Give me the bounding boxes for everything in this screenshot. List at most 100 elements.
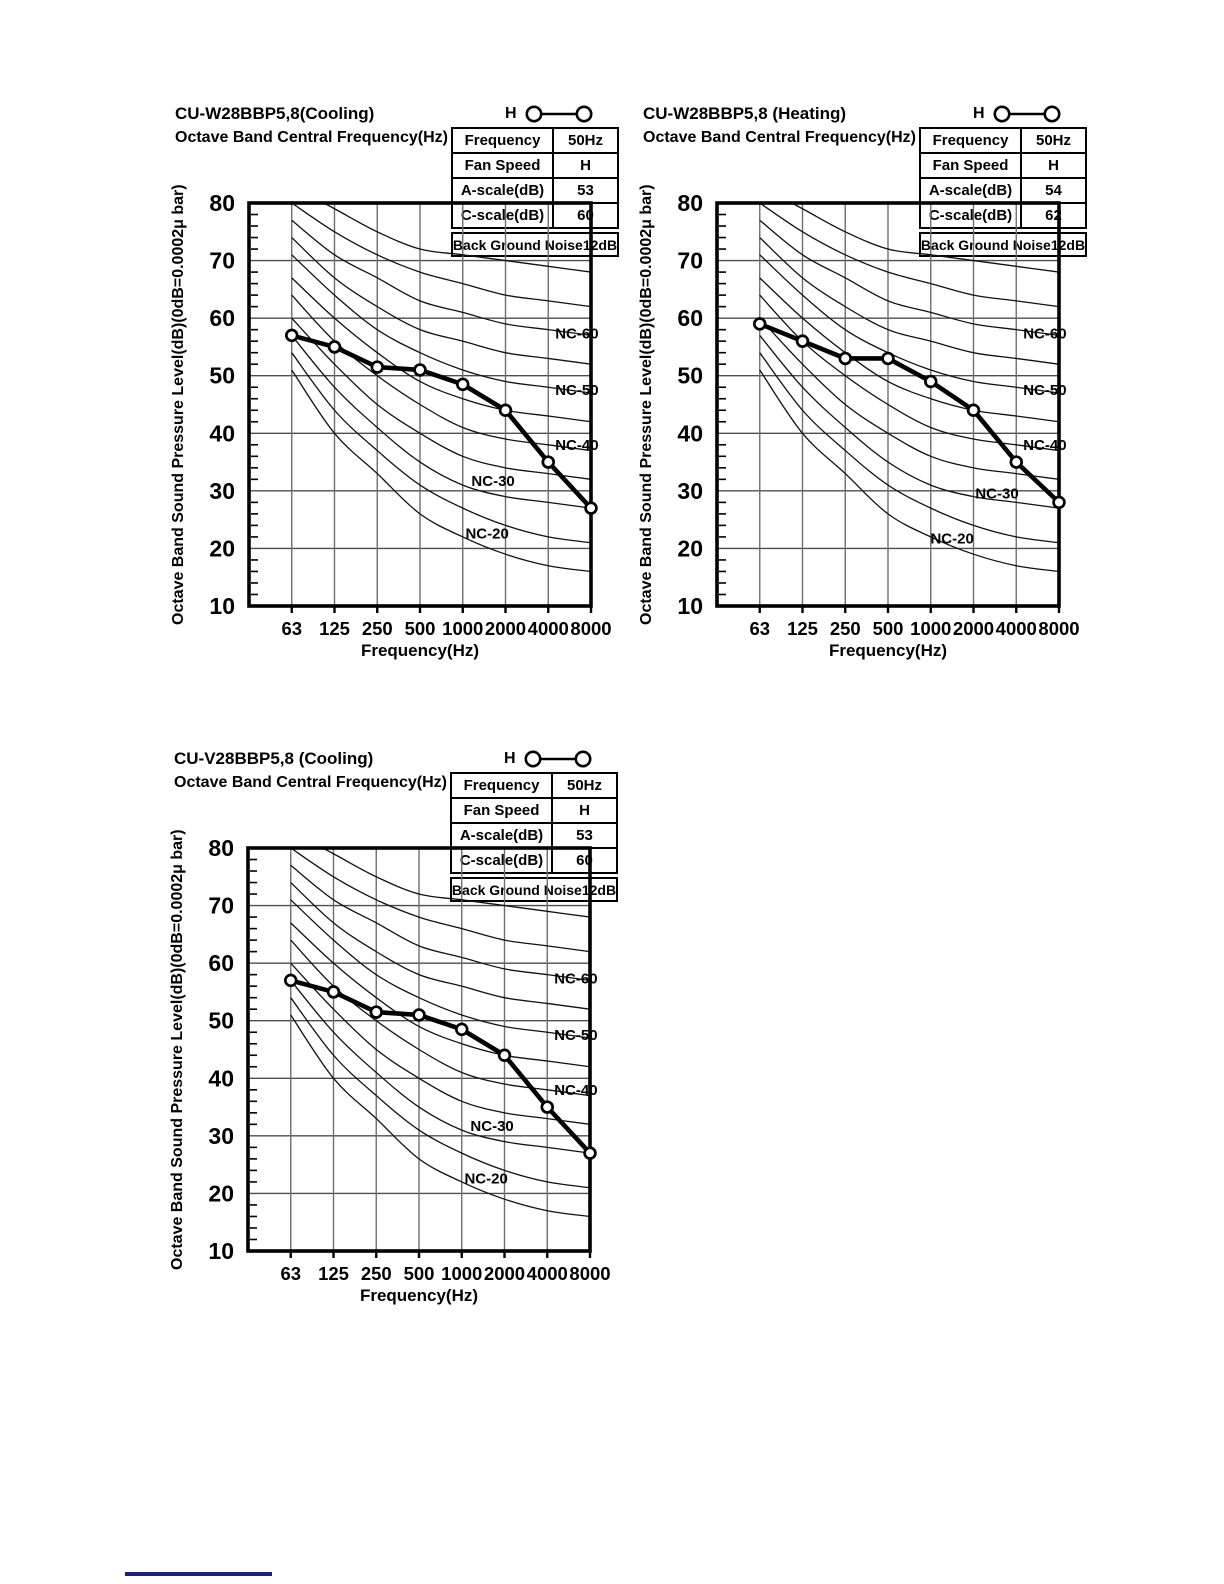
spec-value: 53 xyxy=(577,182,594,199)
spec-value: H xyxy=(580,157,591,174)
spec-label: Fan Speed xyxy=(452,799,553,822)
legend-series-label: H xyxy=(505,105,517,122)
spec-label: C-scale(dB) xyxy=(452,849,553,872)
svg-text:4000: 4000 xyxy=(527,1263,568,1284)
legend: H xyxy=(504,748,592,770)
svg-text:4000: 4000 xyxy=(528,618,569,639)
svg-text:10: 10 xyxy=(677,593,703,619)
series-markers xyxy=(752,317,1066,510)
svg-text:NC-40: NC-40 xyxy=(555,437,598,454)
x-ticks xyxy=(289,1252,592,1258)
svg-text:2000: 2000 xyxy=(953,618,994,639)
svg-text:80: 80 xyxy=(208,835,234,861)
spec-row: Fan Speed H xyxy=(453,154,617,179)
nc-curve-labels: NC-60 NC-50 NC-40 NC-30 NC-20 xyxy=(464,971,597,1188)
chart-subtitle: Octave Band Central Frequency(Hz) xyxy=(643,129,916,146)
svg-text:NC-50: NC-50 xyxy=(1023,382,1066,399)
svg-text:40: 40 xyxy=(208,1065,234,1091)
svg-text:NC-40: NC-40 xyxy=(554,1082,597,1099)
svg-text:NC-20: NC-20 xyxy=(930,531,973,548)
spec-value: 53 xyxy=(576,827,593,844)
svg-text:63: 63 xyxy=(281,618,302,639)
chart-title: CU-V28BBP5,8 (Cooling) xyxy=(174,749,374,768)
nc-curve-NC-20 xyxy=(290,1014,590,1218)
noise-plot: NC-60 NC-50 NC-40 NC-30 NC-20 80 70 60 50 40 30 20 1… xyxy=(677,190,1079,639)
x-ticks xyxy=(758,607,1061,613)
nc-curve-NC-55 xyxy=(291,237,591,365)
nc-curve-NC-60 xyxy=(291,219,591,337)
y-tick-labels: 80 70 60 50 40 30 20 10 xyxy=(208,835,234,1264)
svg-text:30: 30 xyxy=(677,478,703,504)
spec-row: A-scale(dB) 53 xyxy=(452,824,616,849)
spec-label: A-scale(dB) xyxy=(453,179,554,202)
series-line xyxy=(291,333,593,510)
footer-rule xyxy=(125,1572,272,1576)
spec-value: 50Hz xyxy=(566,777,603,794)
spec-label: Frequency xyxy=(453,129,554,152)
plot-border xyxy=(247,201,593,608)
nc-curve-NC-30 xyxy=(291,335,591,509)
svg-text:250: 250 xyxy=(362,618,393,639)
svg-text:60: 60 xyxy=(208,950,234,976)
nc-curve-labels: NC-60 NC-50 NC-40 NC-30 NC-20 xyxy=(465,326,598,543)
spec-label: A-scale(dB) xyxy=(921,179,1022,202)
spec-label: Frequency xyxy=(921,129,1022,152)
x-tick-labels: 63 125 250 500 1000 2000 4000 8000 xyxy=(280,1263,610,1284)
nc-curve-NC-25 xyxy=(290,997,590,1189)
series-markers xyxy=(283,973,597,1160)
svg-text:80: 80 xyxy=(677,190,703,216)
svg-text:50: 50 xyxy=(209,363,235,389)
y-tick-labels: 80 70 60 50 40 30 20 10 xyxy=(209,190,235,619)
y-minor-ticks xyxy=(250,858,257,1241)
nc-curve-NC-55 xyxy=(290,882,590,1010)
spec-row: A-scale(dB) 54 xyxy=(921,179,1085,204)
nc-curve-labels: NC-60 NC-50 NC-40 NC-30 NC-20 xyxy=(930,326,1066,548)
svg-text:NC-30: NC-30 xyxy=(975,486,1018,503)
svg-text:250: 250 xyxy=(361,1263,392,1284)
spec-label: C-scale(dB) xyxy=(453,204,554,227)
nc-curve-NC-50 xyxy=(290,899,590,1039)
svg-text:2000: 2000 xyxy=(485,618,526,639)
x-tick-labels: 63 125 250 500 1000 2000 4000 8000 xyxy=(281,618,611,639)
svg-text:1000: 1000 xyxy=(441,1263,482,1284)
svg-text:50: 50 xyxy=(677,363,703,389)
nc-curve-NC-60 xyxy=(759,219,1059,337)
spec-value: H xyxy=(579,802,590,819)
spec-value: H xyxy=(1048,157,1059,174)
svg-text:NC-60: NC-60 xyxy=(555,326,598,343)
nc-curve-NC-25 xyxy=(291,352,591,544)
nc-curve-NC-30 xyxy=(759,335,1059,509)
spec-value: 50Hz xyxy=(567,132,604,149)
svg-text:125: 125 xyxy=(319,618,350,639)
x-axis-title: Frequency(Hz) xyxy=(359,1286,479,1305)
nc-curve-NC-65 xyxy=(759,203,1059,308)
svg-text:10: 10 xyxy=(208,1238,234,1264)
chart-title: CU-W28BBP5,8 (Heating) xyxy=(643,104,847,123)
legend-marker-icon xyxy=(525,105,593,123)
plot-border xyxy=(246,846,592,1253)
noise-plot: NC-60 NC-50 NC-40 NC-30 NC-20 80 70 60 50 40 30 20 1… xyxy=(208,835,610,1284)
spec-row: Fan Speed H xyxy=(452,799,616,824)
svg-text:500: 500 xyxy=(405,618,436,639)
nc-curve-NC-35 xyxy=(291,317,591,480)
chart-title: CU-W28BBP5,8(Cooling) xyxy=(175,104,375,123)
legend-marker-icon xyxy=(524,750,592,768)
spec-row: Frequency 50Hz xyxy=(453,129,617,154)
svg-text:20: 20 xyxy=(208,1180,234,1206)
x-axis-title: Frequency(Hz) xyxy=(828,641,948,660)
svg-text:63: 63 xyxy=(749,618,770,639)
spec-row: Frequency 50Hz xyxy=(452,774,616,799)
chart-subtitle: Octave Band Central Frequency(Hz) xyxy=(174,774,447,791)
legend: H xyxy=(973,103,1061,125)
nc-curve-NC-45 xyxy=(291,277,591,423)
svg-text:NC-30: NC-30 xyxy=(471,473,514,490)
svg-text:63: 63 xyxy=(280,1263,301,1284)
svg-text:250: 250 xyxy=(830,618,861,639)
nc-curve-NC-35 xyxy=(290,962,590,1125)
nc-curve-NC-20 xyxy=(759,369,1059,573)
spec-label: Fan Speed xyxy=(921,154,1022,177)
chart-v28-cooling: CU-V28BBP5,8 (Cooling) Octave Band Centr… xyxy=(0,645,699,1345)
x-axis-title: Frequency(Hz) xyxy=(360,641,480,660)
svg-text:125: 125 xyxy=(787,618,818,639)
svg-text:70: 70 xyxy=(677,248,703,274)
